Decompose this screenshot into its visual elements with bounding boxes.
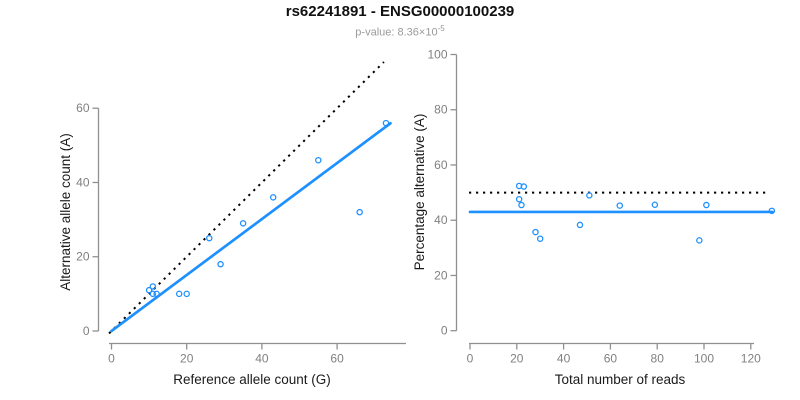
right-y-tick-label: 40 bbox=[434, 213, 448, 227]
left-data-point bbox=[315, 156, 322, 164]
left-data-point bbox=[217, 260, 224, 268]
left-data-point bbox=[149, 283, 157, 290]
right-y-axis-label: Percentage alternative (A) bbox=[412, 114, 427, 271]
right-x-axis-label: Total number of reads bbox=[555, 372, 686, 387]
right-x-tick-label: 80 bbox=[651, 352, 665, 366]
left-data-point bbox=[153, 290, 160, 298]
left-data-point bbox=[149, 290, 157, 298]
right-data-point bbox=[515, 195, 523, 203]
fit-line bbox=[110, 121, 392, 333]
left-data-point bbox=[239, 220, 247, 227]
right-data-point bbox=[696, 237, 703, 244]
right-data-point bbox=[703, 201, 710, 209]
left-x-tick-label: 20 bbox=[180, 352, 194, 366]
right-data-point bbox=[651, 201, 659, 209]
right-y-tick-label: 60 bbox=[434, 158, 448, 172]
right-data-point bbox=[616, 202, 624, 209]
right-data-point bbox=[768, 207, 776, 215]
right-x-tick-label: 100 bbox=[694, 352, 714, 366]
right-y-tick-label: 20 bbox=[434, 268, 448, 282]
right-data-point bbox=[532, 228, 539, 236]
left-data-point bbox=[382, 119, 390, 127]
left-x-tick-label: 60 bbox=[330, 352, 344, 366]
pvalue-text: p-value: 8.36×10 bbox=[355, 26, 438, 39]
left-x-axis-label: Reference allele count (G) bbox=[173, 372, 331, 387]
left-y-tick-label: 60 bbox=[76, 101, 90, 115]
right-x-tick-label: 0 bbox=[467, 352, 474, 366]
right-y-tick-label: 0 bbox=[441, 324, 448, 338]
right-data-point bbox=[576, 221, 584, 229]
left-x-tick-label: 0 bbox=[108, 352, 115, 366]
left-data-point bbox=[145, 286, 153, 294]
left-data-point bbox=[269, 194, 277, 201]
left-y-tick-label: 20 bbox=[76, 250, 90, 264]
right-x-tick-label: 40 bbox=[557, 352, 571, 366]
right-data-point bbox=[586, 192, 593, 199]
right-data-point bbox=[518, 201, 525, 209]
left-y-axis-label: Alternative allele count (A) bbox=[58, 133, 73, 291]
right-data-point bbox=[520, 183, 528, 190]
left-x-tick-label: 40 bbox=[255, 352, 269, 366]
left-data-point bbox=[356, 208, 363, 216]
figure-title: rs62241891 - ENSG00000100239 bbox=[285, 3, 515, 20]
left-y-tick-label: 0 bbox=[83, 324, 90, 338]
right-y-tick-label: 80 bbox=[434, 103, 448, 117]
right-y-tick-label: 100 bbox=[427, 48, 447, 62]
figure-subtitle: p-value: 8.36×10-5 bbox=[0, 24, 800, 39]
right-data-point bbox=[536, 235, 544, 242]
right-x-tick-label: 120 bbox=[741, 352, 761, 366]
left-data-point bbox=[175, 290, 183, 298]
right-x-tick-label: 20 bbox=[510, 352, 524, 366]
pvalue-exponent: -5 bbox=[437, 24, 445, 33]
left-y-tick-label: 40 bbox=[76, 175, 90, 189]
left-data-point bbox=[183, 290, 190, 298]
right-x-tick-label: 60 bbox=[604, 352, 618, 366]
left-data-point bbox=[206, 234, 213, 242]
